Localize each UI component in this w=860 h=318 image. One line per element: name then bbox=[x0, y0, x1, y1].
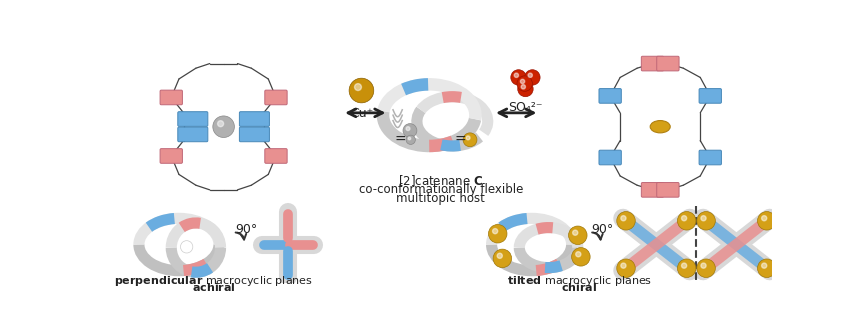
Circle shape bbox=[488, 225, 507, 243]
Circle shape bbox=[758, 211, 776, 230]
Circle shape bbox=[497, 253, 502, 259]
FancyBboxPatch shape bbox=[160, 149, 182, 163]
Text: SO₄²⁻: SO₄²⁻ bbox=[508, 101, 543, 114]
Circle shape bbox=[681, 216, 686, 221]
Circle shape bbox=[212, 116, 235, 137]
FancyBboxPatch shape bbox=[642, 183, 664, 197]
Circle shape bbox=[617, 259, 636, 278]
FancyBboxPatch shape bbox=[265, 90, 287, 105]
Circle shape bbox=[354, 84, 361, 91]
Circle shape bbox=[403, 124, 417, 137]
Circle shape bbox=[514, 73, 519, 77]
Circle shape bbox=[181, 241, 193, 253]
Text: Cu⁺: Cu⁺ bbox=[350, 107, 373, 120]
Circle shape bbox=[568, 226, 587, 245]
Text: [2]catenane $\mathbf{C}$: [2]catenane $\mathbf{C}$ bbox=[398, 173, 483, 188]
Circle shape bbox=[621, 263, 626, 268]
Circle shape bbox=[697, 211, 716, 230]
Circle shape bbox=[621, 216, 626, 221]
Text: =: = bbox=[395, 133, 407, 147]
Text: =: = bbox=[454, 133, 466, 147]
Circle shape bbox=[525, 70, 540, 85]
FancyBboxPatch shape bbox=[178, 127, 208, 142]
Circle shape bbox=[493, 249, 512, 268]
Circle shape bbox=[466, 136, 470, 140]
Text: $\mathbf{tilted}$ macrocyclic planes: $\mathbf{tilted}$ macrocyclic planes bbox=[507, 274, 652, 288]
FancyBboxPatch shape bbox=[599, 150, 621, 165]
Text: 90°: 90° bbox=[236, 223, 258, 236]
Ellipse shape bbox=[650, 121, 670, 133]
Circle shape bbox=[406, 127, 410, 131]
Circle shape bbox=[349, 78, 374, 103]
Text: $\mathbf{achiral}$: $\mathbf{achiral}$ bbox=[192, 281, 236, 293]
Circle shape bbox=[575, 252, 580, 257]
Circle shape bbox=[518, 81, 533, 97]
Circle shape bbox=[493, 229, 498, 234]
Circle shape bbox=[528, 73, 532, 77]
Circle shape bbox=[521, 85, 525, 89]
Circle shape bbox=[617, 211, 636, 230]
FancyBboxPatch shape bbox=[699, 150, 722, 165]
FancyBboxPatch shape bbox=[239, 127, 269, 142]
FancyBboxPatch shape bbox=[642, 56, 664, 71]
Circle shape bbox=[511, 70, 526, 85]
Text: multitopic host: multitopic host bbox=[396, 192, 485, 205]
Circle shape bbox=[520, 79, 525, 84]
Circle shape bbox=[697, 259, 716, 278]
FancyBboxPatch shape bbox=[178, 112, 208, 126]
Circle shape bbox=[758, 259, 776, 278]
Circle shape bbox=[572, 248, 590, 266]
FancyBboxPatch shape bbox=[599, 89, 621, 103]
Text: $\mathbf{chiral}$: $\mathbf{chiral}$ bbox=[562, 281, 598, 293]
Circle shape bbox=[517, 76, 532, 91]
Circle shape bbox=[762, 216, 767, 221]
Text: co-conformationally flexible: co-conformationally flexible bbox=[359, 183, 523, 196]
FancyBboxPatch shape bbox=[239, 112, 269, 126]
FancyBboxPatch shape bbox=[657, 183, 679, 197]
Circle shape bbox=[678, 211, 696, 230]
Circle shape bbox=[678, 259, 696, 278]
FancyBboxPatch shape bbox=[699, 89, 722, 103]
FancyBboxPatch shape bbox=[265, 149, 287, 163]
Text: $\mathbf{perpendicular}$ macrocyclic planes: $\mathbf{perpendicular}$ macrocyclic pla… bbox=[114, 274, 313, 288]
FancyBboxPatch shape bbox=[160, 90, 182, 105]
Circle shape bbox=[218, 121, 224, 127]
Circle shape bbox=[681, 263, 686, 268]
Circle shape bbox=[701, 263, 706, 268]
Circle shape bbox=[573, 230, 578, 235]
Circle shape bbox=[701, 216, 706, 221]
Circle shape bbox=[762, 263, 767, 268]
Text: 90°: 90° bbox=[592, 223, 613, 236]
Circle shape bbox=[463, 133, 477, 147]
Circle shape bbox=[408, 137, 411, 140]
Circle shape bbox=[406, 135, 415, 144]
FancyBboxPatch shape bbox=[657, 56, 679, 71]
